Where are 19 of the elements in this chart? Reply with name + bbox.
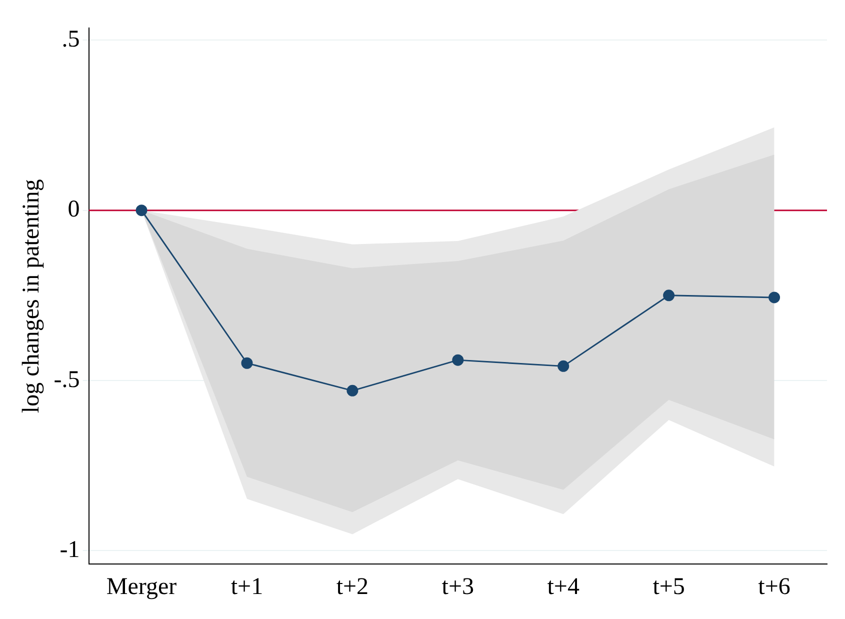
x-tick-label: t+2 — [336, 574, 369, 600]
y-tick-label: -1 — [60, 536, 80, 563]
x-tick-label: t+6 — [758, 574, 790, 600]
point — [452, 354, 464, 366]
y-tick-label: -.5 — [54, 366, 80, 393]
point — [768, 292, 780, 304]
x-tick-label: Merger — [106, 574, 177, 600]
y-tick-label: 0 — [68, 196, 80, 223]
point — [558, 360, 570, 372]
point — [136, 204, 148, 216]
y-axis-title: log changes in patenting — [18, 179, 45, 414]
point — [241, 357, 253, 369]
x-tick-label: t+5 — [652, 574, 685, 600]
x-tick-label: t+1 — [230, 574, 264, 600]
point — [346, 384, 358, 396]
point — [663, 290, 675, 302]
x-tick-label: t+3 — [442, 574, 474, 600]
y-tick-label: .5 — [62, 26, 80, 53]
x-tick-label: t+4 — [547, 574, 580, 600]
